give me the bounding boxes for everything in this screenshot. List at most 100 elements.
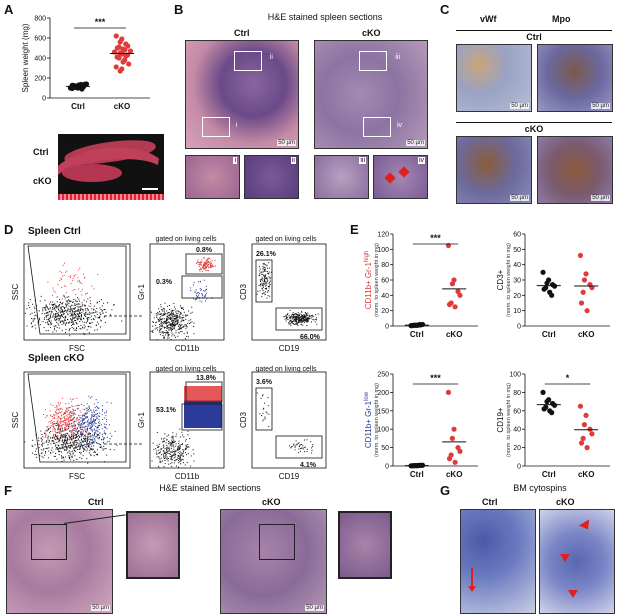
flow-event	[263, 281, 265, 283]
panel-g-col-cko: cKO	[556, 497, 575, 507]
flow-event	[70, 300, 72, 302]
flow-event	[83, 444, 85, 446]
flow-event	[295, 317, 297, 319]
flow-event	[267, 290, 269, 292]
flow-event	[96, 314, 98, 316]
data-point	[541, 406, 547, 412]
flow-event	[169, 324, 171, 326]
flow-event	[99, 317, 101, 319]
flow-event	[185, 318, 187, 320]
flow-event	[84, 440, 86, 442]
flow-event	[85, 446, 87, 448]
flow-event	[62, 427, 64, 429]
flow-event	[57, 312, 59, 314]
flow-event	[170, 317, 172, 319]
flow-event	[67, 438, 69, 440]
flow-event	[302, 320, 304, 322]
flow-event	[95, 425, 97, 427]
flow-event	[158, 446, 160, 448]
flow-event	[175, 320, 177, 322]
flow-event	[201, 293, 203, 295]
flow-event	[60, 306, 62, 308]
flow-event	[63, 413, 65, 415]
flow-event	[86, 458, 88, 460]
flow-event	[60, 451, 62, 453]
flow-event	[292, 317, 294, 319]
flow-event	[55, 411, 57, 413]
flow-event	[264, 267, 266, 269]
flow-event	[84, 321, 86, 323]
flow-event	[58, 324, 60, 326]
flow-event	[200, 289, 202, 291]
flow-event	[87, 422, 89, 424]
flow-event	[65, 309, 67, 311]
flow-event	[311, 447, 313, 449]
flow-event	[164, 320, 166, 322]
flow-event	[159, 461, 161, 463]
flow-event	[80, 446, 82, 448]
flow-event	[39, 455, 41, 457]
flow-event	[72, 433, 74, 435]
flow-event	[202, 266, 204, 268]
flow-event	[159, 313, 161, 315]
flow-event	[163, 337, 165, 339]
flow-event	[70, 411, 72, 413]
flow-event	[171, 439, 173, 441]
flow-event	[296, 318, 298, 320]
flow-event	[104, 433, 106, 435]
flow-event	[181, 431, 183, 433]
pct-gr1-low: 53.1%	[156, 407, 177, 414]
flow-event	[180, 327, 182, 329]
data-point	[544, 280, 550, 286]
flow-event	[64, 324, 66, 326]
flow-event	[79, 410, 81, 412]
flow-event	[268, 282, 270, 284]
flow-event	[86, 407, 88, 409]
flow-event	[63, 296, 65, 298]
flow-event	[35, 327, 37, 329]
flow-event	[99, 315, 101, 317]
flow-event	[180, 459, 182, 461]
flow-event	[183, 436, 185, 438]
flow-event	[77, 303, 79, 305]
y-tick-label: 40	[513, 427, 521, 434]
y-tick-label: 20	[381, 308, 389, 315]
flow-event	[168, 434, 170, 436]
flow-event	[180, 454, 182, 456]
flow-event	[166, 458, 168, 460]
flow-event	[167, 326, 169, 328]
gate-polygon	[27, 373, 127, 463]
flow-event	[63, 430, 65, 432]
flow-event	[60, 408, 62, 410]
flow-event	[46, 314, 48, 316]
flow-event	[173, 442, 175, 444]
flow-event	[83, 435, 85, 437]
flow-event	[53, 325, 55, 327]
y-tick-label: 20	[513, 293, 521, 300]
zoom-box	[31, 524, 67, 560]
flow-event	[95, 405, 97, 407]
data-point	[551, 402, 558, 408]
flow-event	[173, 314, 175, 316]
flow-event	[74, 317, 76, 319]
flow-event	[170, 443, 172, 445]
flow-event	[74, 307, 76, 309]
flow-event	[90, 436, 92, 438]
flow-event	[69, 457, 71, 459]
panel-c-label: C	[440, 2, 450, 17]
flow-event	[299, 313, 301, 315]
flow-event	[78, 326, 80, 328]
flow-event	[53, 305, 55, 307]
flow-event	[65, 419, 67, 421]
flow-event	[299, 319, 301, 321]
flow-event	[88, 452, 90, 454]
flow-event	[64, 428, 66, 430]
y-axis-label: CD11b+ Gr-1low	[364, 391, 373, 448]
y-axis-sublabel: (norm. to spleen weight in mg)	[374, 243, 380, 317]
flow-event	[40, 449, 42, 451]
flow-event	[290, 447, 292, 449]
flow-event	[171, 458, 173, 460]
flow-event	[205, 270, 207, 272]
red-arrowhead	[468, 586, 476, 592]
flow-event	[67, 445, 69, 447]
